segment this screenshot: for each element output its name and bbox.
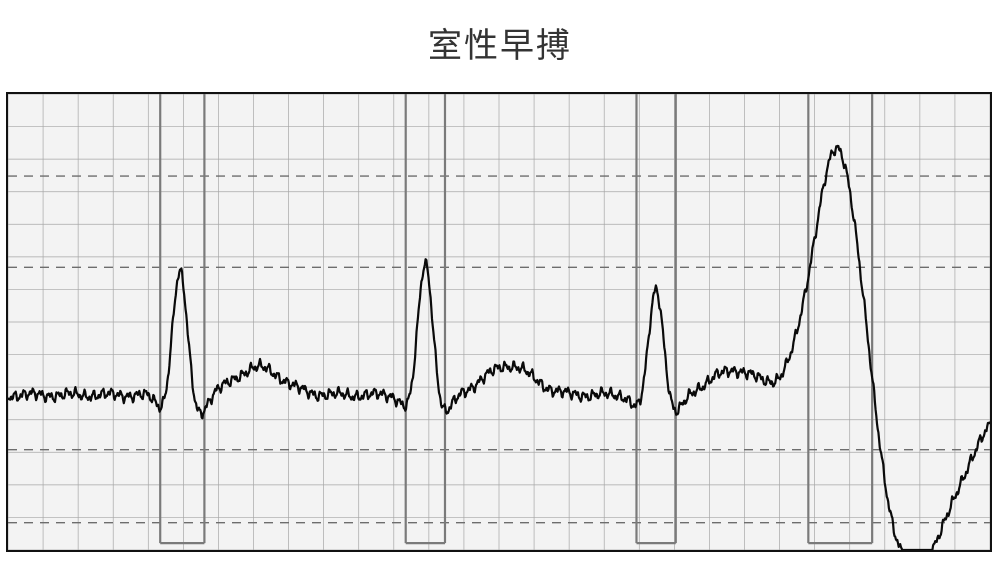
chart-title: 室性早搏 bbox=[0, 18, 1000, 67]
ecg-chart bbox=[6, 92, 992, 552]
ecg-svg bbox=[8, 94, 990, 550]
page: 室性早搏 bbox=[0, 0, 1000, 571]
